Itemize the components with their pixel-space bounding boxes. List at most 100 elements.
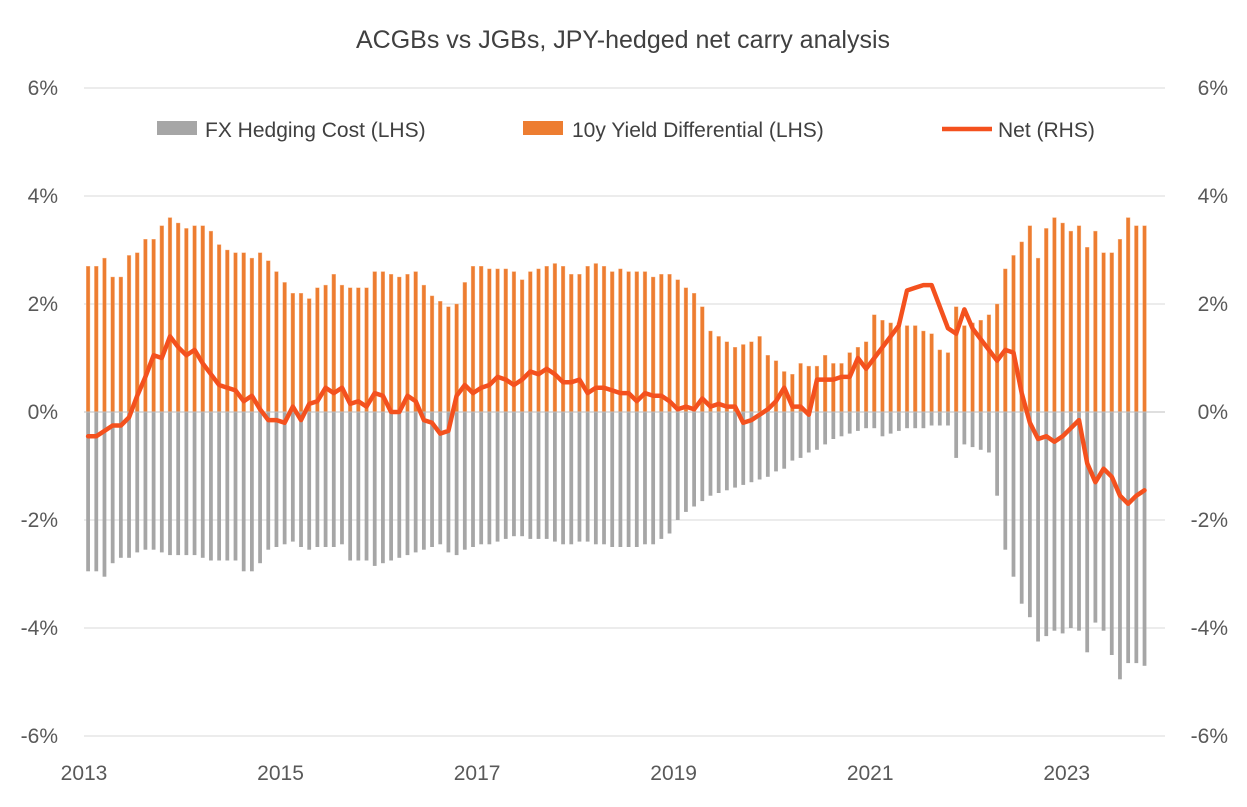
fx-hedging-cost-bar (487, 412, 492, 545)
fx-hedging-cost-bar (479, 412, 484, 545)
yield-differential-bar (1003, 268, 1008, 413)
left-y-tick-label: 2% (28, 293, 58, 316)
fx-hedging-cost-bar (757, 412, 762, 480)
fx-hedging-cost-bar (471, 412, 475, 547)
fx-hedging-cost-bar (356, 412, 361, 561)
yield-differential-bar (544, 266, 549, 413)
yield-differential-bar (94, 266, 99, 413)
yield-differential-bar (495, 268, 500, 413)
yield-differential-bar (208, 230, 214, 413)
fx-hedging-cost-bar (159, 412, 164, 553)
fx-hedging-cost-bar (1019, 412, 1024, 604)
yield-differential-bar (741, 344, 746, 413)
fx-hedging-cost-bar (503, 412, 508, 539)
fx-hedging-cost-bar (667, 412, 672, 534)
fx-hedging-cost-bar (192, 412, 197, 556)
yield-differential-bar (1117, 238, 1123, 413)
yield-differential-bar (389, 274, 394, 413)
x-tick-label: 2023 (1043, 762, 1090, 785)
fx-hedging-cost-bar (561, 412, 565, 545)
yield-differential-bar (954, 306, 959, 413)
fx-hedging-cost-bar (249, 412, 254, 572)
fx-hedging-cost-bar (331, 412, 336, 547)
fx-hedging-cost-bar (217, 412, 222, 561)
legend-label: FX Hedging Cost (LHS) (205, 119, 426, 142)
fx-hedging-cost-bar (798, 412, 803, 458)
yield-differential-bar (1011, 255, 1016, 413)
fx-hedging-cost-bar (733, 412, 737, 488)
yield-differential-bar (446, 306, 451, 413)
yield-differential-bar (520, 279, 525, 413)
fx-hedging-cost-bar (1093, 412, 1098, 623)
fx-hedging-cost-bar (995, 412, 1000, 496)
yield-differential-bar (151, 238, 156, 413)
x-tick-label: 2017 (454, 762, 501, 785)
fx-hedging-cost-bar (618, 412, 623, 547)
fx-hedging-cost-bar (1044, 412, 1049, 637)
left-y-tick-label: -6% (21, 725, 58, 748)
fx-hedging-cost-bar (454, 412, 459, 556)
yield-differential-bar (986, 314, 992, 413)
fx-hedging-cost-bar (880, 412, 885, 437)
yield-differential-bar (536, 268, 541, 413)
fx-hedging-cost-bar (856, 412, 860, 431)
right-y-tick-label: 4% (1198, 185, 1228, 208)
legend-label: 10y Yield Differential (LHS) (572, 119, 824, 142)
fx-hedging-cost-bar (209, 412, 213, 561)
fx-hedging-cost-bar (348, 412, 353, 561)
fx-hedging-cost-bar (290, 412, 295, 542)
yield-differential-bar (1101, 252, 1106, 413)
yield-differential-bar (659, 274, 664, 413)
fx-hedging-cost-bar (774, 412, 778, 472)
yield-differential-bar (896, 322, 901, 413)
net-series-line (85, 282, 1147, 507)
fx-hedging-cost-bar (749, 412, 754, 483)
fx-hedging-cost-bar (823, 412, 828, 445)
legend-label: Net (RHS) (998, 119, 1095, 142)
fx-hedging-cost-bar (692, 412, 696, 507)
fx-hedging-cost-bar (241, 412, 246, 572)
fx-hedging-cost-bar (544, 412, 549, 539)
fx-hedging-cost-bar (839, 412, 844, 437)
fx-hedging-cost-bar (741, 412, 746, 485)
fx-hedging-cost-bar (593, 412, 598, 545)
yield-differential-bar (487, 268, 492, 413)
fx-hedging-cost-bar (225, 412, 230, 561)
x-tick-label: 2013 (61, 762, 108, 785)
fx-hedging-cost-bar (405, 412, 410, 556)
yield-differential-bar (757, 336, 762, 413)
fx-hedging-cost-bar (585, 412, 590, 542)
yield-differential-bar (290, 293, 295, 413)
yield-differential-bar (831, 363, 836, 413)
fx-hedging-cost-bar (143, 412, 148, 550)
fx-hedging-cost-bar (364, 412, 369, 561)
fx-hedging-cost-bar (282, 412, 287, 545)
left-y-tick-label: 6% (28, 77, 58, 100)
fx-hedging-cost-bar (233, 412, 238, 561)
yield-differential-bar (282, 282, 287, 413)
fx-hedging-cost-bar (569, 412, 574, 545)
fx-hedging-cost-bar (970, 412, 975, 448)
fx-hedging-cost-bar (1085, 412, 1090, 653)
yield-differential-bar (1109, 252, 1114, 413)
fx-hedging-cost-bar (520, 412, 525, 537)
yield-differential-bar (945, 352, 951, 413)
fx-hedging-cost-bar (634, 412, 639, 547)
fx-hedging-cost-bar (1126, 412, 1131, 664)
yield-differential-bar (462, 282, 467, 413)
fx-hedging-cost-bar (512, 412, 516, 537)
yield-differential-bar (257, 252, 263, 413)
fx-hedging-cost-bar (864, 412, 868, 429)
fx-hedging-cost-bar (1101, 412, 1106, 631)
x-axis-ticks: 2013 2015 2017 2019 2021 2023 (61, 762, 1090, 785)
yield-differential-bar (700, 306, 705, 413)
yield-differential-bar (823, 355, 828, 413)
yield-differential-bar (176, 222, 181, 413)
yield-differential-bar (1085, 247, 1090, 413)
fx-hedging-cost-bar (815, 412, 819, 450)
yield-differential-bar (126, 255, 132, 413)
fx-hedging-cost-bar (659, 412, 664, 539)
yield-differential-bar (249, 257, 254, 413)
yield-differential-bars (86, 217, 1147, 413)
